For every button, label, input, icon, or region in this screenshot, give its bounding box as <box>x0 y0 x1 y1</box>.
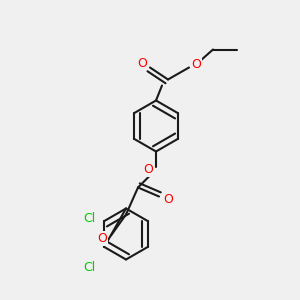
Text: O: O <box>192 58 201 71</box>
Text: O: O <box>138 56 147 70</box>
Text: O: O <box>97 232 107 245</box>
Text: O: O <box>163 193 173 206</box>
Text: O: O <box>144 163 153 176</box>
Text: Cl: Cl <box>83 212 95 225</box>
Text: Cl: Cl <box>83 261 95 274</box>
